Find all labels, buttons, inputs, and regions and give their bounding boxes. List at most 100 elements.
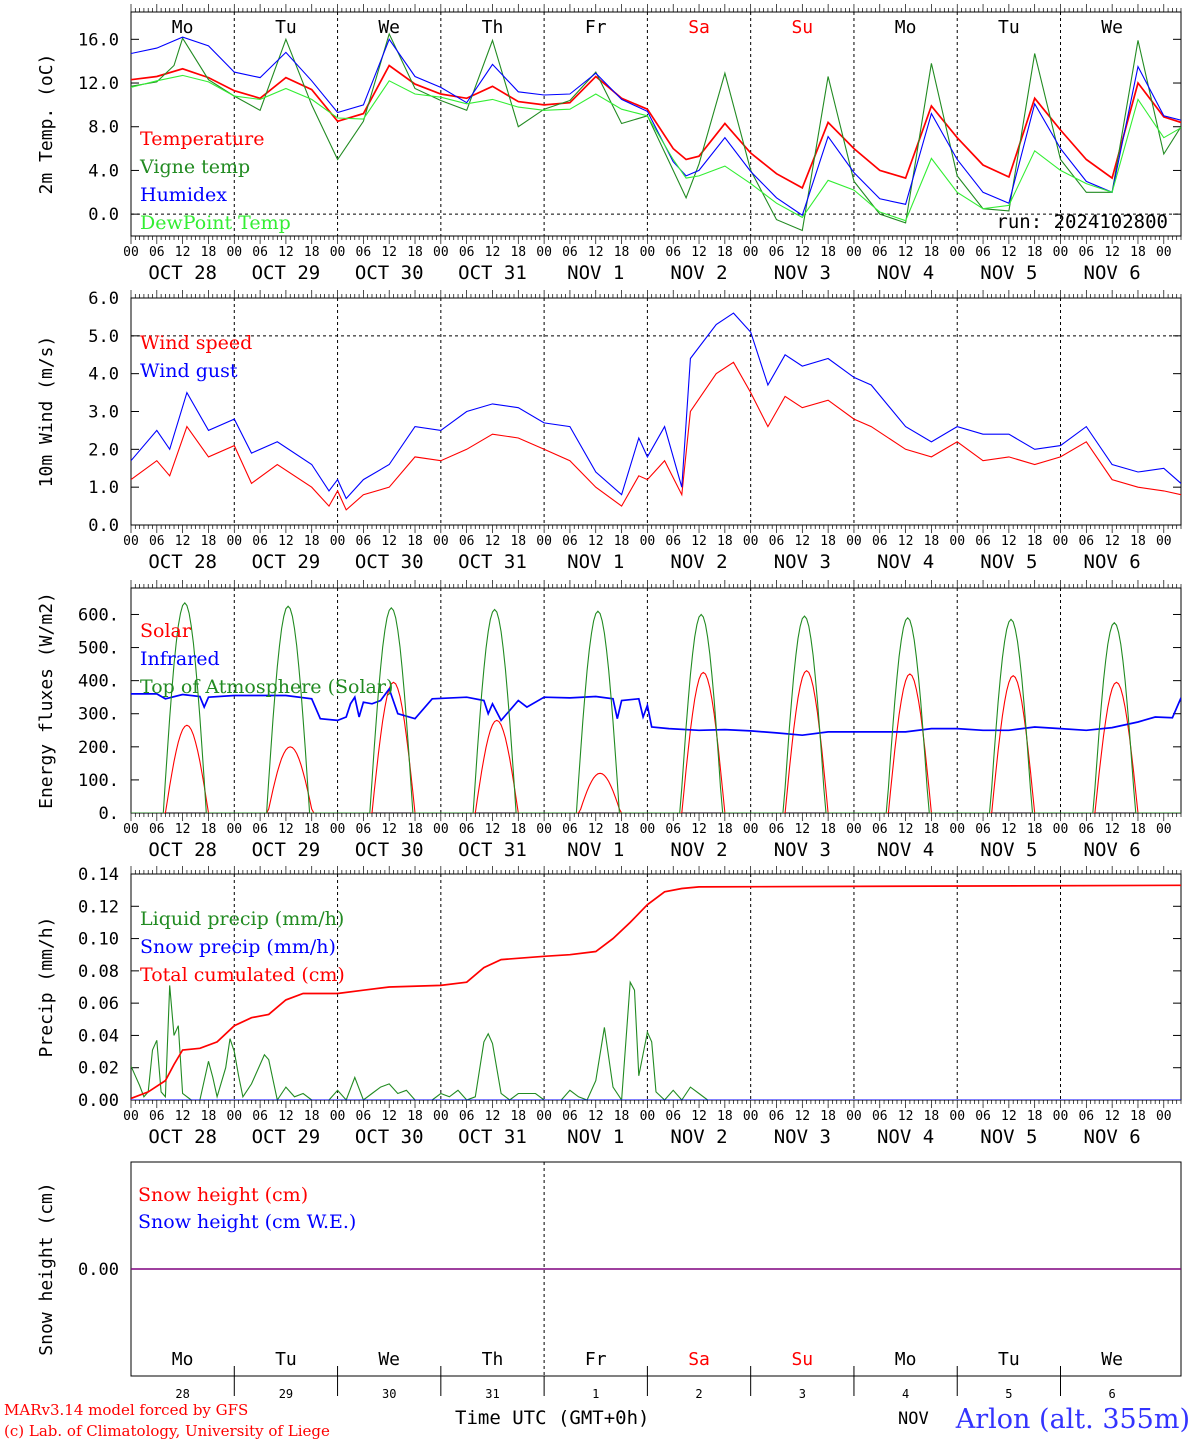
hour-tick-label: 18: [717, 822, 733, 837]
hour-tick-label: 00: [123, 534, 139, 549]
series-line-solar: [131, 669, 1181, 813]
y-tick-label: 200.: [78, 738, 119, 758]
y-tick-label: 0.02: [78, 1059, 119, 1079]
hour-tick-label: 12: [1104, 245, 1120, 260]
hour-tick-label: 18: [510, 822, 526, 837]
hour-tick-label: 00: [226, 534, 242, 549]
hour-tick-label: 12: [485, 245, 501, 260]
hour-tick-label: 06: [562, 1109, 578, 1124]
legend-entry: Infrared: [140, 648, 220, 670]
y-axis-label: Energy fluxes (W/m2): [36, 592, 57, 809]
y-tick-label: 5.0: [88, 327, 119, 347]
hour-tick-label: 18: [1130, 245, 1146, 260]
hour-tick-label: 06: [562, 822, 578, 837]
day-of-week-label: Tu: [998, 17, 1020, 38]
hour-tick-label: 00: [123, 1109, 139, 1124]
date-label: OCT 28: [148, 839, 217, 861]
date-label: NOV 3: [774, 839, 831, 861]
date-label: OCT 29: [252, 551, 321, 573]
y-axis-label: Snow height (cm): [36, 1182, 57, 1355]
hour-tick-label: 18: [1130, 1109, 1146, 1124]
hour-tick-label: 18: [304, 822, 320, 837]
snow-panel: 0.00 Snow height (cm) Snow height (cm) Snow…: [36, 1161, 1182, 1401]
month-label: NOV: [898, 1409, 929, 1429]
day-of-week-label: Su: [791, 1349, 813, 1370]
day-number-label: 3: [799, 1387, 806, 1401]
date-label: NOV 1: [567, 551, 624, 573]
hour-tick-label: 06: [872, 822, 888, 837]
date-label: NOV 4: [877, 262, 934, 284]
date-label: NOV 4: [877, 551, 934, 573]
hour-tick-label: 12: [381, 1109, 397, 1124]
legend-entry: Vigne temp: [139, 156, 250, 178]
hour-tick-label: 06: [356, 822, 372, 837]
hour-tick-label: 00: [1156, 534, 1172, 549]
series-line-infrared: [131, 687, 1181, 737]
hour-tick-label: 18: [924, 534, 940, 549]
hour-tick-label: 12: [175, 1109, 191, 1124]
hour-tick-label: 00: [226, 822, 242, 837]
day-of-week-label: We: [1101, 17, 1123, 38]
hour-tick-label: 18: [304, 1109, 320, 1124]
hour-tick-label: 12: [1104, 822, 1120, 837]
series-line-top-of-atmosphere-solar: [131, 602, 1181, 813]
hour-tick-label: 00: [226, 245, 242, 260]
hour-tick-label: 18: [510, 1109, 526, 1124]
legend-entry: Snow height (cm W.E.): [138, 1211, 356, 1233]
y-tick-label: 0.04: [78, 1026, 119, 1046]
legend-entry: Wind gust: [140, 360, 238, 382]
y-tick-label: 0.00: [78, 1260, 119, 1280]
date-label: OCT 28: [148, 262, 217, 284]
y-tick-label: 6.0: [88, 289, 119, 309]
hour-tick-label: 18: [1027, 822, 1043, 837]
hour-tick-label: 06: [562, 245, 578, 260]
hour-tick-label: 06: [769, 822, 785, 837]
day-number-label: 6: [1109, 1387, 1116, 1401]
hour-tick-label: 18: [407, 245, 423, 260]
hour-tick-label: 12: [381, 245, 397, 260]
hour-tick-label: 06: [459, 534, 475, 549]
hour-tick-label: 06: [975, 245, 991, 260]
hour-tick-label: 12: [278, 245, 294, 260]
hour-tick-label: 12: [485, 1109, 501, 1124]
hour-tick-label: 18: [1027, 245, 1043, 260]
y-tick-label: 4.0: [88, 161, 119, 181]
hour-tick-label: 06: [872, 245, 888, 260]
hour-tick-label: 12: [485, 534, 501, 549]
hour-tick-label: 18: [407, 1109, 423, 1124]
hour-tick-label: 06: [872, 534, 888, 549]
date-label: OCT 29: [252, 1126, 321, 1148]
hour-tick-label: 18: [304, 534, 320, 549]
date-label: NOV 1: [567, 839, 624, 861]
hour-tick-label: 00: [640, 822, 656, 837]
legend-entry: Total cumulated (cm): [140, 964, 345, 986]
hour-tick-label: 12: [588, 245, 604, 260]
date-label: OCT 30: [355, 839, 424, 861]
hour-tick-label: 06: [459, 822, 475, 837]
hour-tick-label: 06: [562, 534, 578, 549]
hour-tick-label: 00: [846, 822, 862, 837]
hour-tick-label: 00: [1053, 245, 1069, 260]
day-of-week-label: Fr: [585, 17, 607, 38]
series-line-temperature: [131, 64, 1181, 190]
hour-tick-label: 18: [717, 245, 733, 260]
hour-tick-label: 12: [175, 534, 191, 549]
hour-tick-label: 00: [536, 534, 552, 549]
hour-tick-label: 12: [1001, 822, 1017, 837]
hour-tick-label: 12: [278, 1109, 294, 1124]
hour-tick-label: 12: [1001, 534, 1017, 549]
hour-tick-label: 12: [898, 245, 914, 260]
date-label: NOV 1: [567, 262, 624, 284]
hour-tick-label: 06: [769, 534, 785, 549]
day-of-week-label: Tu: [998, 1349, 1020, 1370]
hour-tick-label: 06: [252, 245, 268, 260]
hour-tick-label: 18: [510, 245, 526, 260]
hour-tick-label: 06: [1078, 822, 1094, 837]
hour-tick-label: 00: [433, 245, 449, 260]
date-label: OCT 29: [252, 262, 321, 284]
hour-tick-label: 18: [1130, 822, 1146, 837]
day-of-week-label: We: [378, 17, 400, 38]
legend-entry: Snow precip (mm/h): [140, 936, 336, 958]
date-label: NOV 5: [980, 1126, 1037, 1148]
legend-entry: Liquid precip (mm/h): [140, 908, 344, 930]
